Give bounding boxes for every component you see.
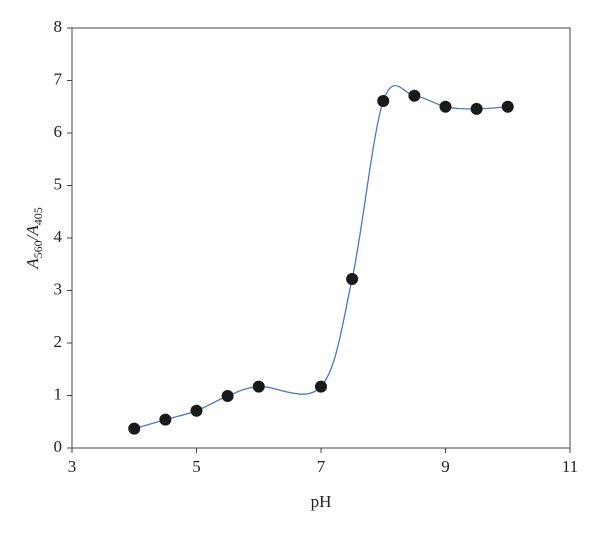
x-tick-label: 11 <box>562 457 578 476</box>
data-point <box>315 380 327 393</box>
data-point <box>470 102 483 115</box>
y-label-part: A <box>23 258 42 270</box>
x-tick-label: 9 <box>441 457 450 476</box>
y-tick-label: 5 <box>54 174 63 193</box>
y-label-part: 405 <box>31 207 45 225</box>
y-tick-label: 4 <box>54 227 63 246</box>
data-point <box>190 404 203 417</box>
data-point <box>439 100 452 113</box>
x-tick-label: 5 <box>192 457 201 476</box>
data-point <box>501 100 514 113</box>
x-axis-label: pH <box>311 492 332 511</box>
y-label-part: /A <box>23 225 42 242</box>
x-tick-label: 7 <box>317 457 326 476</box>
x-tick-label: 3 <box>68 457 77 476</box>
y-tick-label: 3 <box>54 279 63 298</box>
data-point <box>408 89 421 102</box>
y-tick-label: 6 <box>54 122 63 141</box>
data-point <box>252 380 265 393</box>
data-point <box>221 390 234 403</box>
y-tick-label: 7 <box>54 69 63 88</box>
data-point <box>346 272 359 285</box>
y-tick-label: 2 <box>54 332 63 351</box>
y-tick-label: 1 <box>54 384 63 403</box>
y-tick-label: 8 <box>54 17 63 36</box>
y-label-part: 560 <box>31 240 45 258</box>
data-point <box>377 94 390 107</box>
data-point <box>128 422 141 435</box>
data-point <box>159 413 172 426</box>
y-tick-label: 0 <box>54 437 63 456</box>
y-axis-label: A560/A405 <box>23 207 45 270</box>
trend-line <box>134 85 508 430</box>
